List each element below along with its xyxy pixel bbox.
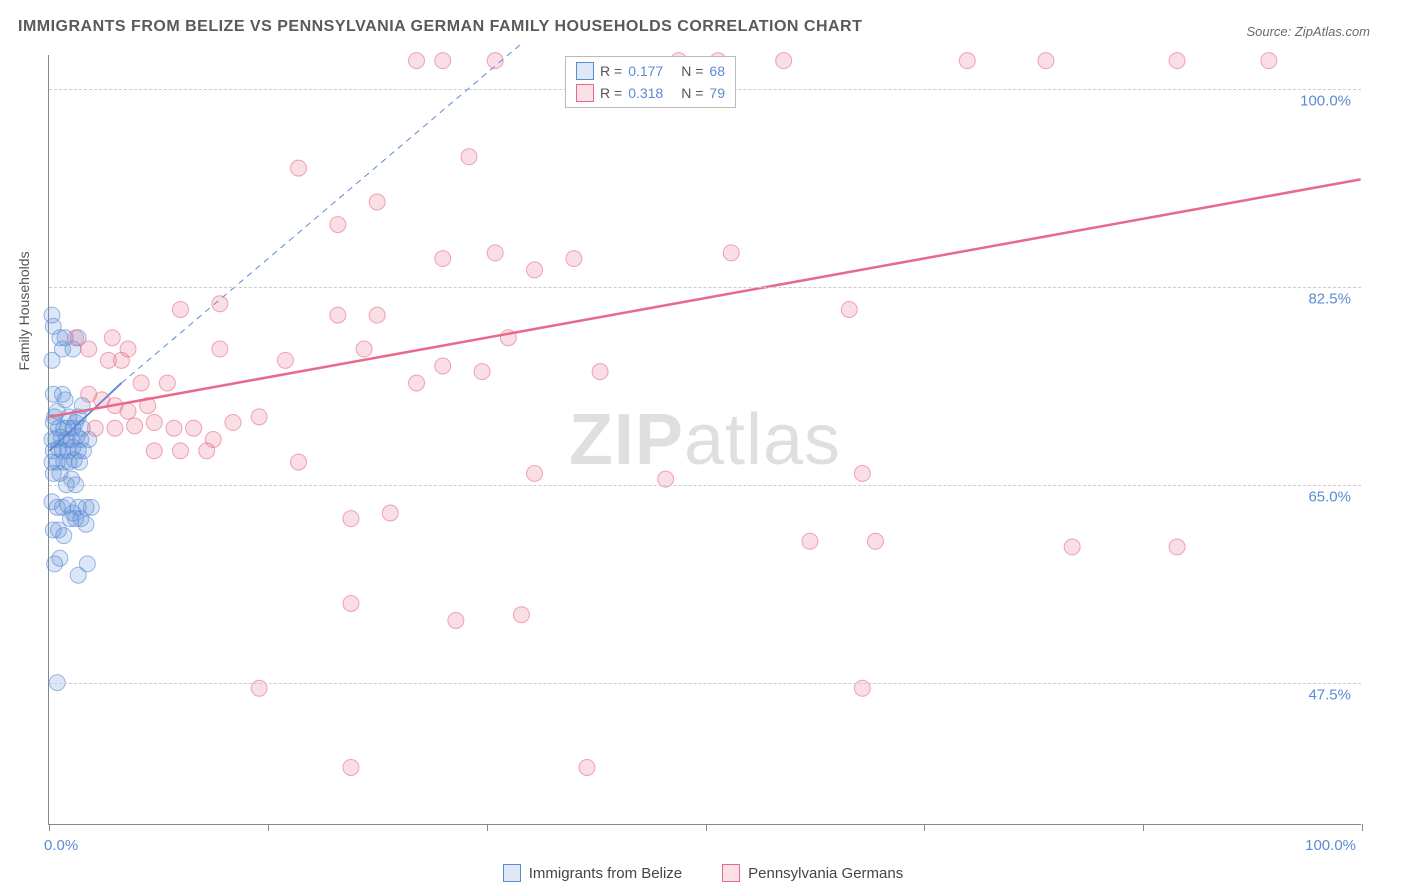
scatter-svg — [49, 55, 1361, 824]
correlation-chart: IMMIGRANTS FROM BELIZE VS PENNSYLVANIA G… — [0, 0, 1406, 892]
r-label: R = — [600, 85, 622, 101]
x-tick — [706, 824, 707, 831]
chart-title: IMMIGRANTS FROM BELIZE VS PENNSYLVANIA G… — [18, 18, 862, 36]
legend-swatch — [576, 84, 594, 102]
legend-item: Pennsylvania Germans — [722, 864, 903, 882]
gridline — [49, 287, 1361, 288]
legend-stat-row: R = 0.177 N = 68 — [572, 60, 729, 82]
x-tick — [1362, 824, 1363, 831]
y-tick-label: 65.0% — [1308, 489, 1351, 506]
legend-label: Immigrants from Belize — [529, 865, 682, 882]
gridline — [49, 485, 1361, 486]
n-label: N = — [681, 63, 703, 79]
x-tick — [1143, 824, 1144, 831]
plot-area: ZIPatlas 0.0% 100.0% 47.5%65.0%82.5%100.… — [48, 55, 1361, 825]
source-label: Source: ZipAtlas.com — [1246, 24, 1370, 39]
y-tick-label: 47.5% — [1308, 687, 1351, 704]
legend-swatch — [503, 864, 521, 882]
legend-stat-row: R = 0.318 N = 79 — [572, 82, 729, 104]
x-tick — [49, 824, 50, 831]
x-tick — [268, 824, 269, 831]
r-value: 0.177 — [628, 63, 663, 79]
correlation-legend: R = 0.177 N = 68 R = 0.318 N = 79 — [565, 56, 736, 108]
y-axis-label: Family Households — [16, 251, 32, 370]
n-value: 68 — [709, 63, 725, 79]
x-axis-max-label: 100.0% — [1305, 837, 1356, 854]
legend-swatch — [722, 864, 740, 882]
r-label: R = — [600, 63, 622, 79]
x-axis-min-label: 0.0% — [44, 837, 78, 854]
n-label: N = — [681, 85, 703, 101]
n-value: 79 — [709, 85, 725, 101]
r-value: 0.318 — [628, 85, 663, 101]
legend-item: Immigrants from Belize — [503, 864, 682, 882]
series-legend: Immigrants from Belize Pennsylvania Germa… — [0, 864, 1406, 882]
legend-swatch — [576, 62, 594, 80]
gridline — [49, 683, 1361, 684]
legend-label: Pennsylvania Germans — [748, 865, 903, 882]
x-tick — [487, 824, 488, 831]
x-tick — [924, 824, 925, 831]
y-tick-label: 82.5% — [1308, 291, 1351, 308]
y-tick-label: 100.0% — [1300, 92, 1351, 109]
